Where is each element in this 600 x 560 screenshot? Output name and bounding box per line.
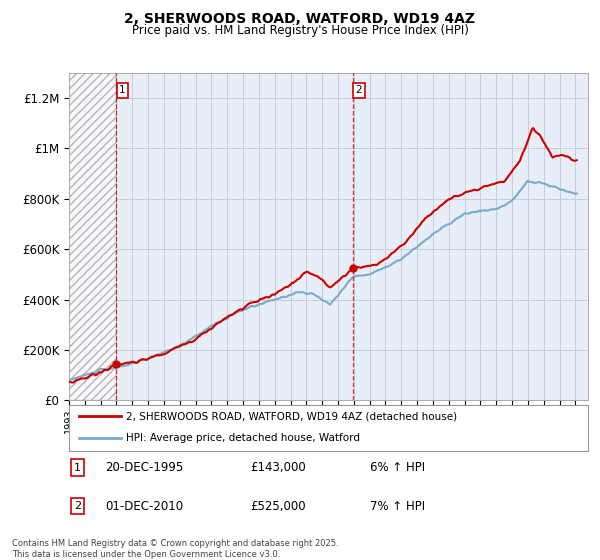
Text: 2: 2 — [74, 501, 82, 511]
Text: 2, SHERWOODS ROAD, WATFORD, WD19 4AZ (detached house): 2, SHERWOODS ROAD, WATFORD, WD19 4AZ (de… — [126, 412, 457, 421]
Text: Contains HM Land Registry data © Crown copyright and database right 2025.
This d: Contains HM Land Registry data © Crown c… — [12, 539, 338, 559]
Text: 01-DEC-2010: 01-DEC-2010 — [106, 500, 184, 512]
Text: £525,000: £525,000 — [251, 500, 306, 512]
FancyBboxPatch shape — [69, 405, 588, 451]
Text: 1: 1 — [74, 463, 81, 473]
Text: HPI: Average price, detached house, Watford: HPI: Average price, detached house, Watf… — [126, 433, 360, 443]
Text: 1: 1 — [119, 86, 126, 95]
Text: 2, SHERWOODS ROAD, WATFORD, WD19 4AZ: 2, SHERWOODS ROAD, WATFORD, WD19 4AZ — [125, 12, 476, 26]
Text: £143,000: £143,000 — [251, 461, 307, 474]
Text: 7% ↑ HPI: 7% ↑ HPI — [370, 500, 425, 512]
Bar — [69, 73, 116, 400]
Text: 2: 2 — [356, 86, 362, 95]
Text: 20-DEC-1995: 20-DEC-1995 — [106, 461, 184, 474]
Text: 6% ↑ HPI: 6% ↑ HPI — [370, 461, 425, 474]
Text: Price paid vs. HM Land Registry's House Price Index (HPI): Price paid vs. HM Land Registry's House … — [131, 24, 469, 36]
